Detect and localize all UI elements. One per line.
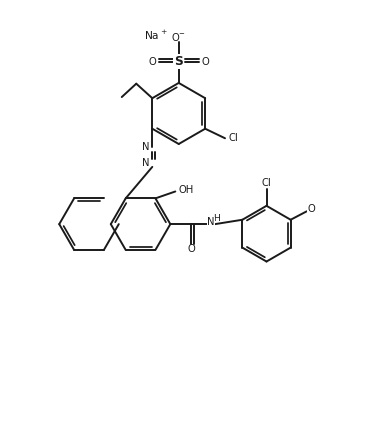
- Text: H: H: [213, 214, 220, 223]
- Text: N: N: [142, 142, 149, 152]
- Text: N: N: [208, 217, 215, 227]
- Text: O: O: [187, 244, 195, 254]
- Text: O: O: [307, 204, 315, 214]
- Text: Na$^+$: Na$^+$: [144, 29, 168, 42]
- Text: Cl: Cl: [262, 178, 271, 188]
- Text: OH: OH: [178, 184, 194, 194]
- Text: Cl: Cl: [229, 133, 239, 143]
- Text: O: O: [148, 57, 156, 67]
- Text: O: O: [202, 57, 209, 67]
- Text: N: N: [142, 158, 149, 168]
- Text: S: S: [174, 55, 183, 68]
- Text: O$^{-}$: O$^{-}$: [171, 31, 186, 43]
